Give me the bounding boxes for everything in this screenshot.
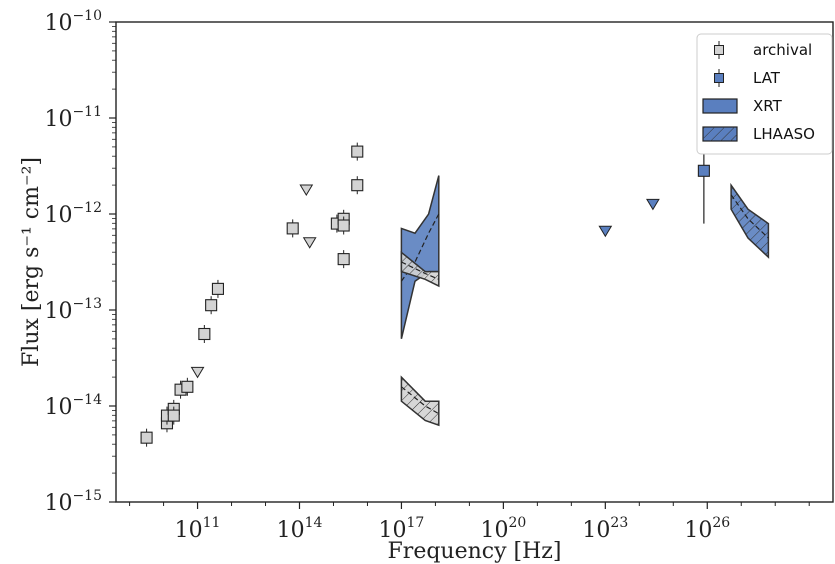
band-fit-line xyxy=(730,194,769,239)
y-tick-label: 10−14 xyxy=(44,392,102,420)
x-tick-label: 1023 xyxy=(582,515,628,543)
y-tick-label: 10−11 xyxy=(44,104,102,132)
plot-frame xyxy=(115,21,834,503)
y-tick-label: 10−15 xyxy=(44,488,102,516)
data-point-square xyxy=(697,164,710,177)
x-tick-label: 1020 xyxy=(480,515,526,543)
y-tick-label: 10−13 xyxy=(44,296,102,324)
legend-box xyxy=(696,33,833,155)
upper-limit-triangle xyxy=(299,184,314,196)
x-tick-label: 1017 xyxy=(379,515,425,543)
points-layer xyxy=(140,118,710,447)
legend-marker-square xyxy=(714,45,724,55)
legend-swatch-hatch xyxy=(703,127,737,141)
y-tick-label: 10−12 xyxy=(44,200,102,228)
data-point-square xyxy=(205,299,218,312)
upper-limit-triangle xyxy=(598,225,613,238)
data-point-square xyxy=(351,179,364,192)
x-tick-label: 1026 xyxy=(684,515,730,543)
ticks-layer: 1011 1014 1017 1020 1023 1026 10−15 10−14 10−13 1… xyxy=(44,8,810,543)
data-point-square xyxy=(140,431,153,444)
legend-label: LAT xyxy=(753,69,781,87)
legend-label: LHAASO xyxy=(753,125,815,143)
band-fit-line xyxy=(401,261,440,280)
x-tick-label: 1014 xyxy=(277,515,323,543)
legend-marker-square xyxy=(714,73,724,83)
upper-limit-triangle xyxy=(302,237,317,249)
band-fit-line xyxy=(401,386,440,415)
bands-layer xyxy=(400,175,770,427)
band-hatch xyxy=(401,377,439,426)
upper-limit-triangle xyxy=(190,366,205,379)
x-tick-label: 1011 xyxy=(175,515,221,543)
band-hatch xyxy=(401,252,439,286)
data-point-square xyxy=(198,327,211,341)
data-point-square xyxy=(337,253,350,266)
data-point-square xyxy=(181,380,194,393)
data-point-square xyxy=(211,282,224,295)
data-point-square xyxy=(337,219,350,232)
legend-label: archival xyxy=(753,41,812,59)
upper-limit-triangle xyxy=(646,198,660,211)
x-axis-title: Frequency [Hz] xyxy=(388,539,562,564)
data-point-square xyxy=(167,409,180,422)
legend-swatch xyxy=(702,98,738,114)
legend: archival LAT XRT LHAASO xyxy=(696,33,833,155)
legend-label: XRT xyxy=(753,97,783,115)
data-point-square xyxy=(351,145,364,158)
y-axis-title: Flux [erg s⁻¹ cm⁻²] xyxy=(19,157,44,367)
data-point-square xyxy=(286,222,299,235)
y-tick-label: 10−10 xyxy=(44,8,102,36)
